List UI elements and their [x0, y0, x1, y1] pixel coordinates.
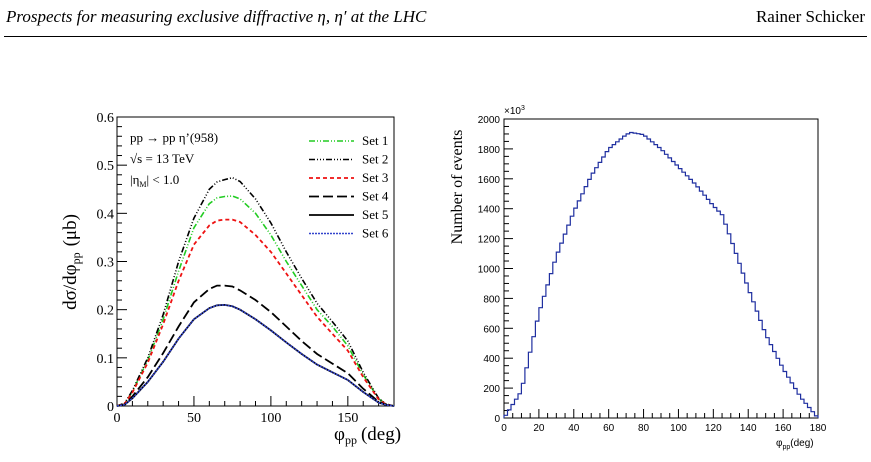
left-y-tick-label: 0.6 — [97, 111, 115, 126]
legend-label-3: Set 3 — [362, 170, 388, 185]
cut-sub: M — [139, 180, 146, 189]
left-y-tick-label: 0.5 — [97, 159, 115, 174]
right-y-tick-label: 1800 — [478, 145, 501, 156]
left-x-tick-label: 150 — [337, 411, 358, 426]
paper-author: Rainer Schicker — [755, 7, 865, 26]
page-header: Prospects for measuring exclusive diffra… — [0, 0, 871, 44]
left-x-axis-label: φpp (deg) — [334, 424, 401, 447]
right-x-label-main: φ — [776, 438, 783, 449]
left-plot-curves — [116, 176, 395, 407]
right-x-tick-label: 160 — [775, 423, 792, 434]
right-x-tick-label: 120 — [705, 423, 722, 434]
legend-label-1: Set 1 — [362, 133, 388, 148]
right-x-tick-label: 140 — [740, 423, 757, 434]
histogram-line — [503, 131, 819, 418]
left-series-line-4 — [116, 284, 395, 407]
legend-label-2: Set 2 — [362, 152, 388, 167]
right-x-tick-label: 0 — [501, 423, 507, 434]
right-plot-frame — [503, 118, 819, 419]
right-y-tick-label: 1600 — [478, 175, 501, 186]
left-y-label-main: dσ/dφ — [60, 264, 81, 310]
left-plot: 00.10.20.30.40.50.60 50 100 150 dσ/dφpp(μb)… — [60, 111, 401, 447]
right-x-tick-label: 60 — [603, 423, 615, 434]
cut-pre: |η — [130, 172, 140, 187]
right-x-tick-label: 20 — [533, 423, 545, 434]
left-y-tick-label: 0.2 — [97, 304, 115, 319]
left-series-line-6 — [116, 304, 395, 407]
right-y-tick-label: 1000 — [478, 265, 501, 276]
left-y-label-unit: (μb) — [60, 214, 81, 246]
right-plot: 0 200 400 600 800 1000 1200 1400 1600 1800 2000 0 20… — [449, 105, 827, 451]
energy-value: = 13 TeV — [142, 151, 195, 166]
right-y-tick-label: 200 — [483, 384, 500, 395]
left-x-label-unit: (deg) — [361, 424, 401, 445]
right-plot-ticks: 0 200 400 600 800 1000 1200 1400 1600 1800 2000 0 20… — [478, 115, 827, 434]
left-series-line-1 — [116, 195, 395, 407]
energy-annotation: √s = 13 TeV — [130, 151, 195, 166]
right-x-axis-label: φpp(deg) — [776, 438, 814, 451]
right-x-tick-label: 180 — [810, 423, 827, 434]
left-x-tick-label: 100 — [260, 411, 281, 426]
left-y-label-sub: pp — [69, 252, 83, 264]
legend-label-5: Set 5 — [362, 207, 388, 222]
right-x-tick-label: 80 — [638, 423, 650, 434]
right-y-tick-label: 2000 — [478, 115, 501, 126]
cut-post: | < 1.0 — [147, 172, 180, 187]
right-x-tick-label: 100 — [670, 423, 687, 434]
legend-label-4: Set 4 — [362, 189, 389, 204]
right-y-tick-label: 800 — [483, 294, 500, 305]
left-series-line-3 — [116, 218, 395, 407]
right-y-tick-label: 400 — [483, 354, 500, 365]
right-y-tick-label: 1200 — [478, 235, 501, 246]
right-x-tick-label: 40 — [568, 423, 580, 434]
right-y-tick-label: 0 — [494, 414, 500, 425]
left-y-tick-label: 0.4 — [97, 207, 115, 222]
left-y-tick-label: 0 — [107, 400, 114, 415]
y-multiplier-base: ×10 — [504, 106, 521, 117]
right-plot-histogram — [503, 131, 819, 418]
left-y-axis-label: dσ/dφpp (μb) — [60, 214, 83, 310]
left-plot-legend: Set 1 Set 2 Set 3 Set 4 Set 5 Set 6 — [309, 133, 389, 241]
left-x-tick-label: 50 — [187, 411, 201, 426]
right-y-axis-label: Number of events — [449, 130, 466, 245]
process-annotation: pp → pp η’(958) — [130, 130, 218, 145]
energy-root: √s — [130, 151, 142, 166]
header-rule — [4, 36, 867, 37]
y-multiplier: ×103 — [504, 105, 525, 117]
left-plot-ticks: 0 0.1 0.2 0.3 0.4 0.5 0.6 0 50 100 150 — [97, 111, 395, 426]
right-y-tick-label: 1400 — [478, 205, 501, 216]
legend-label-6: Set 6 — [362, 226, 389, 241]
left-y-tick-label: 0.1 — [97, 352, 115, 367]
left-x-label-main: φ — [334, 424, 345, 445]
left-series-line-2 — [116, 176, 395, 407]
left-x-tick-label: 0 — [114, 411, 121, 426]
y-multiplier-exp: 3 — [521, 105, 525, 112]
right-y-tick-label: 600 — [483, 324, 500, 335]
cut-annotation: |ηM| < 1.0 — [130, 172, 179, 189]
right-x-label-unit: (deg) — [790, 438, 813, 449]
paper-title: Prospects for measuring exclusive diffra… — [6, 7, 427, 26]
left-x-label-sub: pp — [345, 433, 357, 447]
left-y-tick-label: 0.3 — [97, 256, 115, 271]
right-x-label-sub: pp — [782, 444, 790, 451]
